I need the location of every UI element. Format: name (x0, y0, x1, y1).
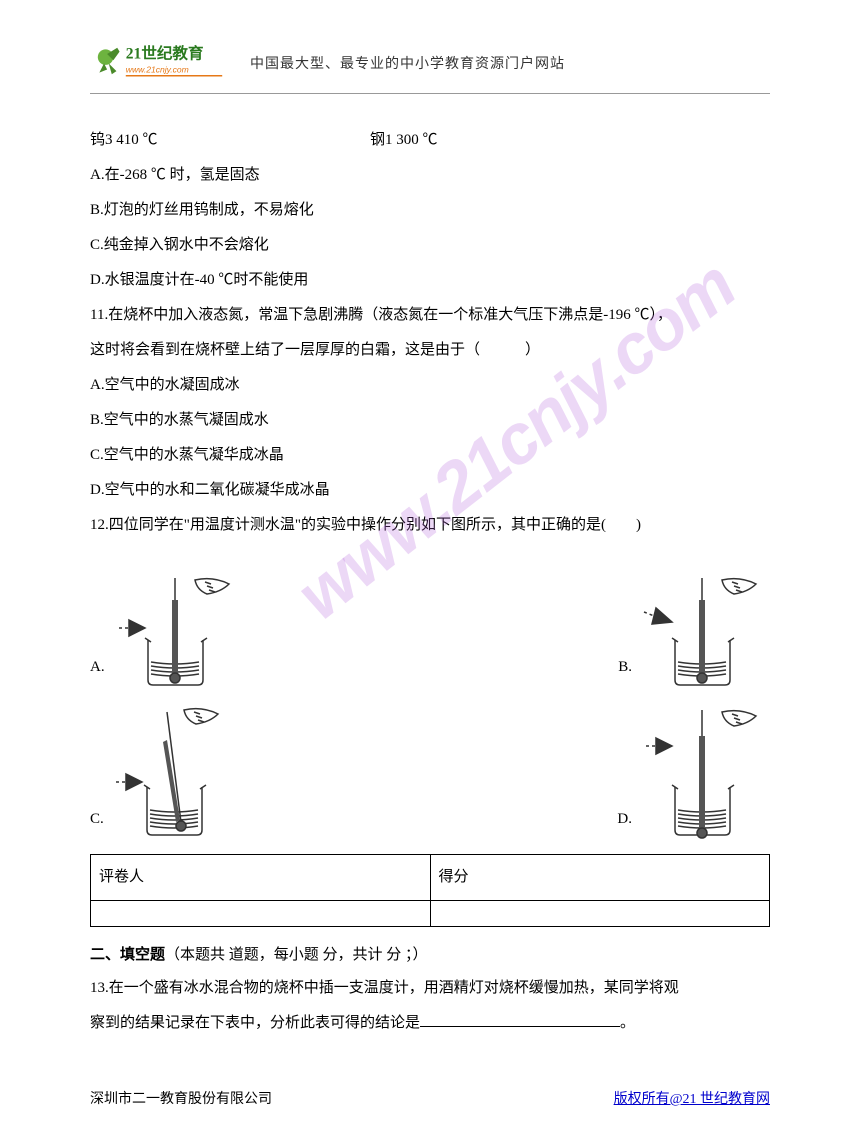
q11-option-b: B.空气中的水蒸气凝固成水 (90, 404, 770, 437)
figure-label-a: A. (90, 651, 105, 690)
q11-line1: 11.在烧杯中加入液态氮，常温下急剧沸腾（液态氮在一个标准大气压下沸点是-196… (90, 299, 770, 332)
q11-option-d: D.空气中的水和二氧化碳凝华成冰晶 (90, 474, 770, 507)
q13-line2: 察到的结果记录在下表中，分析此表可得的结论是。 (90, 1007, 770, 1040)
score-blank (430, 900, 770, 926)
figure-a-icon (113, 570, 243, 690)
header-tagline: 中国最大型、最专业的中小学教育资源门户网站 (250, 53, 565, 73)
figure-b-icon (640, 570, 770, 690)
option-a: A.在-268 ℃ 时，氢是固态 (90, 159, 770, 192)
figure-label-c: C. (90, 803, 104, 842)
option-b: B.灯泡的灯丝用钨制成，不易熔化 (90, 194, 770, 227)
table-row (91, 900, 770, 926)
footer-copyright: 版权所有@21 世纪教育网 (614, 1088, 770, 1108)
reviewer-blank (91, 900, 431, 926)
metal-steel: 钢1 300 ℃ (370, 124, 438, 157)
score-cell: 得分 (430, 854, 770, 900)
figure-row-1: A. B. (90, 570, 770, 690)
q13-line1: 13.在一个盛有冰水混合物的烧杯中插一支温度计，用酒精灯对烧杯缓慢加热，某同学将… (90, 972, 770, 1005)
option-d: D.水银温度计在-40 ℃时不能使用 (90, 264, 770, 297)
q11-option-a: A.空气中的水凝固成冰 (90, 369, 770, 402)
table-row: 评卷人 得分 (91, 854, 770, 900)
logo-text-url: www.21cnjy.com (126, 65, 189, 75)
section-2-title: 二、填空题（本题共 道题，每小题 分，共计 分 ；） (90, 939, 770, 972)
score-table: 评卷人 得分 (90, 854, 770, 927)
page-footer: 深圳市二一教育股份有限公司 版权所有@21 世纪教育网 (90, 1088, 770, 1108)
document-body: 钨3 410 ℃ 钢1 300 ℃ A.在-268 ℃ 时，氢是固态 B.灯泡的… (90, 124, 770, 1040)
figure-d-icon (640, 702, 770, 842)
option-c: C.纯金掉入钢水中不会熔化 (90, 229, 770, 262)
metal-tungsten: 钨3 410 ℃ (90, 124, 370, 157)
answer-blank (420, 1013, 620, 1027)
site-logo: 21世纪教育 www.21cnjy.com (90, 40, 230, 87)
reviewer-cell: 评卷人 (91, 854, 431, 900)
footer-company: 深圳市二一教育股份有限公司 (90, 1088, 272, 1108)
figure-label-d: D. (617, 803, 632, 842)
figure-c-icon (112, 702, 242, 842)
figure-row-2: C. D. (90, 702, 770, 842)
figure-label-b: B. (618, 651, 632, 690)
q12-text: 12.四位同学在"用温度计测水温"的实验中操作分别如下图所示，其中正确的是( ) (90, 509, 770, 542)
q11-line2: 这时将会看到在烧杯壁上结了一层厚厚的白霜，这是由于（ ） (90, 334, 770, 367)
q11-option-c: C.空气中的水蒸气凝华成冰晶 (90, 439, 770, 472)
page-header: 21世纪教育 www.21cnjy.com 中国最大型、最专业的中小学教育资源门… (90, 40, 770, 94)
logo-text-top: 21世纪教育 (126, 44, 204, 63)
